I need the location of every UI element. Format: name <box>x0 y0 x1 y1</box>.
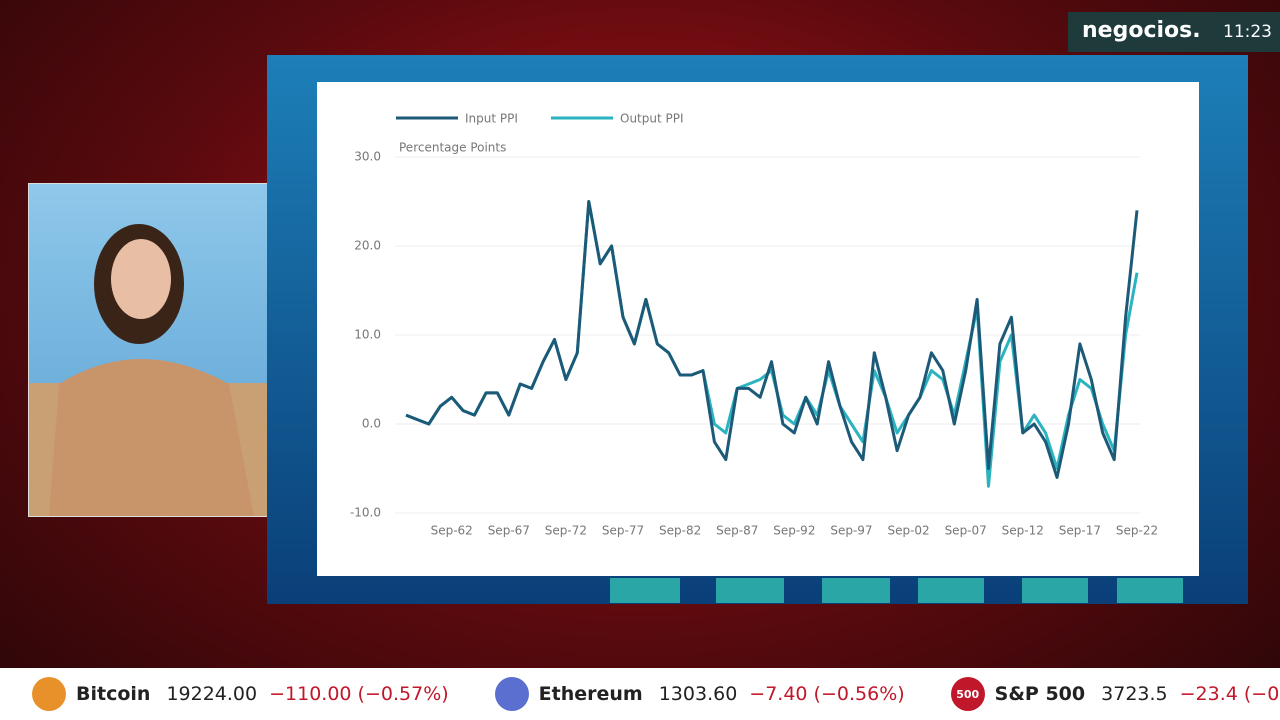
ticker-price: 19224.00 <box>166 683 258 705</box>
decor-block <box>1117 578 1183 603</box>
y-tick-label: 0.0 <box>362 417 381 431</box>
brand-name: negocios. <box>1082 18 1201 43</box>
x-tick-label: Sep-77 <box>602 524 644 538</box>
x-tick-label: Sep-67 <box>488 524 530 538</box>
x-tick-label: Sep-12 <box>1002 524 1044 538</box>
decor-block <box>1022 578 1088 603</box>
ticker-icon <box>32 677 66 711</box>
y-axis-title: Percentage Points <box>399 141 506 155</box>
clock: 11:23 <box>1223 22 1272 42</box>
ticker-change: −7.40 (−0.56%) <box>749 683 905 705</box>
legend-label: Input PPI <box>465 112 518 126</box>
ticker-icon: 500 <box>950 677 985 711</box>
presenter-figure <box>49 224 254 516</box>
x-tick-label: Sep-82 <box>659 524 701 538</box>
decor-block <box>716 578 784 603</box>
y-tick-label: -10.0 <box>350 506 381 520</box>
ticker-item: 500 S&P 500 3723.5 −23.4 (−0, <box>950 677 1280 711</box>
y-tick-label: 20.0 <box>354 239 381 253</box>
ticker-name: S&P 500 <box>994 683 1086 705</box>
x-tick-label: Sep-72 <box>545 524 587 538</box>
decor-block <box>918 578 984 603</box>
y-tick-label: 30.0 <box>354 150 381 164</box>
x-tick-label: Sep-62 <box>431 524 473 538</box>
face <box>111 239 171 319</box>
legend-label: Output PPI <box>620 112 684 126</box>
ticker-icon <box>494 677 529 711</box>
x-tick-label: Sep-17 <box>1059 524 1101 538</box>
ticker-price: 1303.60 <box>658 683 738 705</box>
ticker-price: 3723.5 <box>1101 683 1168 705</box>
ticker-item: Ethereum 1303.60 −7.40 (−0.56%) <box>494 677 905 711</box>
x-tick-label: Sep-02 <box>887 524 929 538</box>
jacket <box>49 359 254 516</box>
decor-block <box>822 578 890 603</box>
x-tick-label: Sep-07 <box>945 524 987 538</box>
x-tick-label: Sep-87 <box>716 524 758 538</box>
market-ticker: Bitcoin 19224.00 −110.00 (−0.57%) Ethereum 1… <box>0 668 1280 720</box>
series-line <box>405 200 1139 479</box>
y-tick-label: 10.0 <box>354 328 381 342</box>
x-tick-label: Sep-92 <box>773 524 815 538</box>
ticker-change: −23.4 (−0, <box>1179 683 1280 705</box>
ticker-name: Ethereum <box>538 683 643 705</box>
channel-brand: negocios. 11:23 <box>1068 12 1280 52</box>
decor-block <box>610 578 680 603</box>
x-tick-label: Sep-22 <box>1116 524 1158 538</box>
ticker-name: Bitcoin <box>76 683 151 705</box>
ticker-item: Bitcoin 19224.00 −110.00 (−0.57%) <box>32 677 449 711</box>
ticker-change: −110.00 (−0.57%) <box>269 683 449 705</box>
chart-card <box>317 82 1199 576</box>
x-tick-label: Sep-97 <box>830 524 872 538</box>
